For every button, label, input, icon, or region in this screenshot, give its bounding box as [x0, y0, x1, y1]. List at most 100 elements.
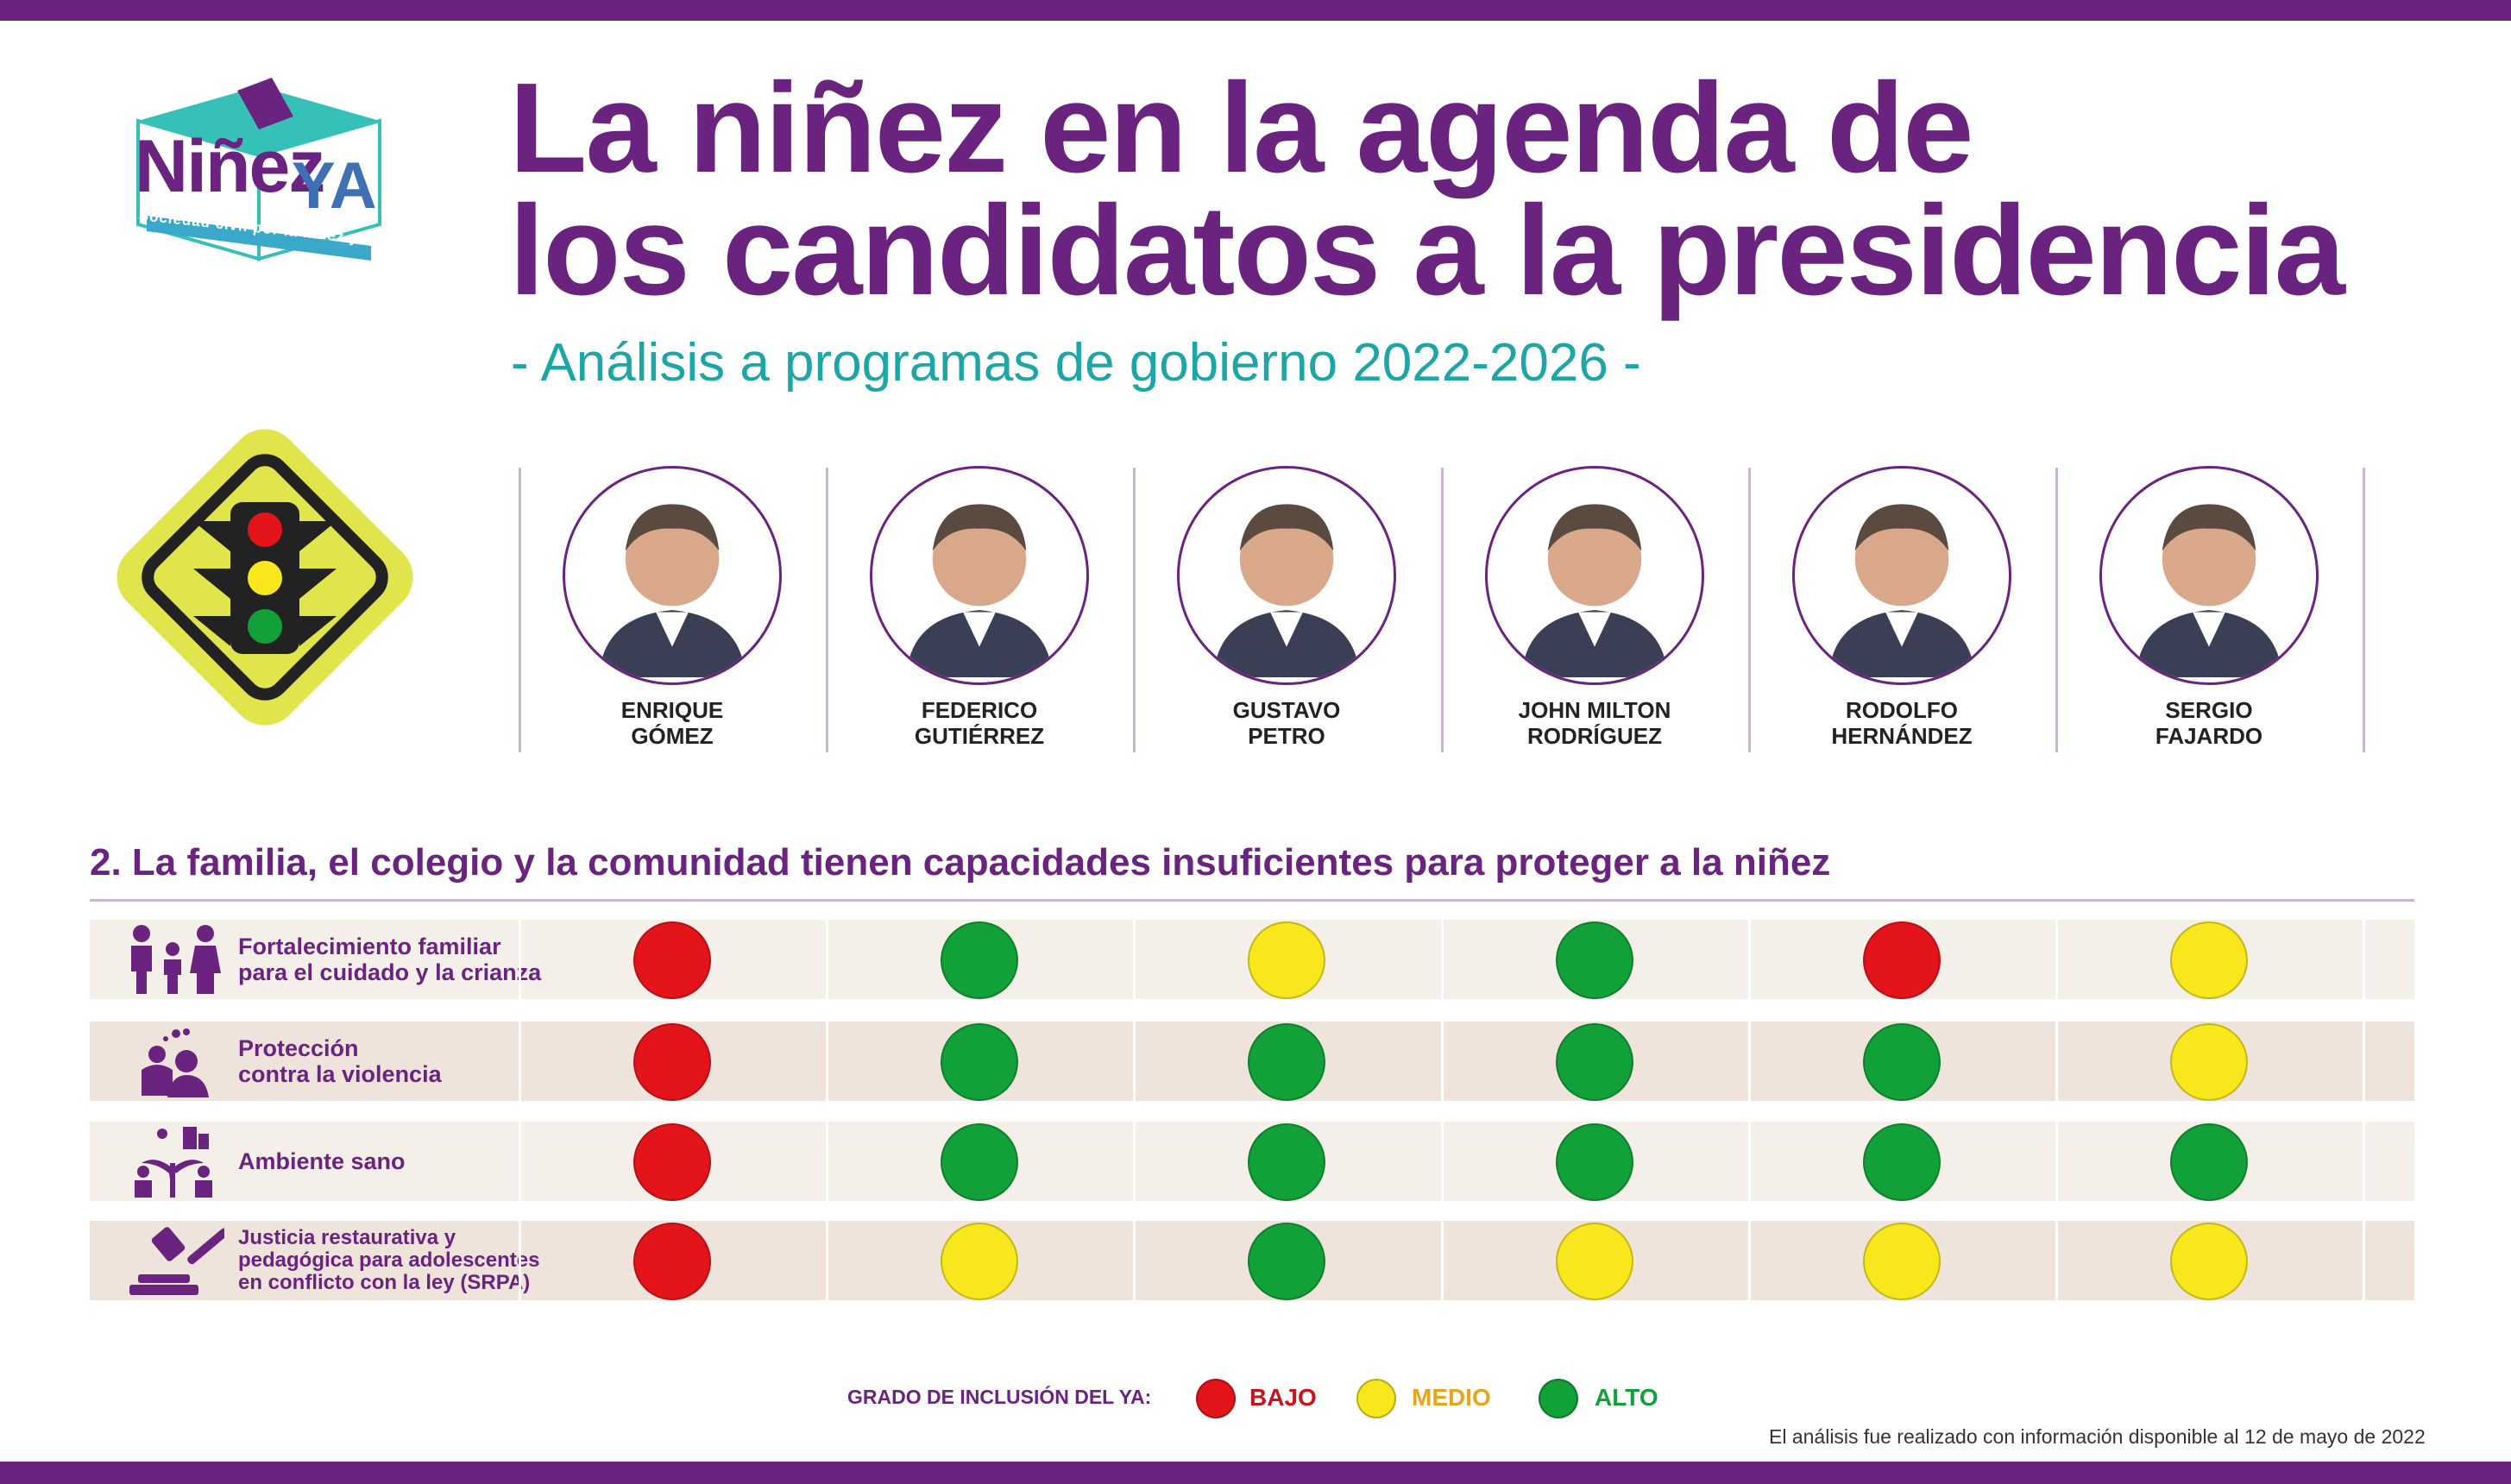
- criteria-label-line: Justicia restaurativa y: [238, 1226, 456, 1249]
- criteria-label-line: Fortalecimiento familiar: [238, 934, 501, 959]
- traffic-light-sign-icon: [97, 409, 433, 745]
- column-divider: [1748, 1022, 1751, 1101]
- rating-dot-alto: [1556, 921, 1633, 999]
- protection-icon: [123, 1025, 224, 1097]
- column-divider: [519, 1022, 521, 1101]
- column-divider: [1441, 1122, 1444, 1201]
- criteria-label: Ambiente sano: [238, 1122, 406, 1201]
- bottom-bar: [0, 1462, 2511, 1484]
- rating-dot-alto: [941, 1023, 1018, 1101]
- section-title: 2. La familia, el colegio y la comunidad…: [90, 841, 1831, 883]
- column-divider: [519, 1122, 521, 1201]
- environment-icon: [123, 1125, 224, 1198]
- rating-dot-alto: [941, 921, 1018, 999]
- column-divider: [2055, 920, 2058, 999]
- rating-dot-alto: [1248, 1223, 1325, 1300]
- criteria-label-line: pedagógica para adolescentes: [238, 1248, 540, 1272]
- criteria-row: Justicia restaurativa y pedagógica para a…: [90, 1221, 2414, 1300]
- column-divider: [2363, 1122, 2365, 1201]
- criteria-label-line: Protección: [238, 1035, 359, 1061]
- candidate-1: FEDERICO GUTIÉRREZ: [826, 466, 1133, 749]
- legend-text-medio: MEDIO: [1412, 1384, 1491, 1411]
- candidate-photo: [563, 466, 782, 685]
- column-divider: [2055, 1022, 2058, 1101]
- candidate-photo: [2099, 466, 2319, 685]
- criteria-label-line: Ambiente sano: [238, 1148, 406, 1174]
- rating-dot-medio: [2170, 1023, 2248, 1101]
- column-divider: [826, 1122, 828, 1201]
- candidate-name-line2: FAJARDO: [2155, 723, 2263, 749]
- legend-label: GRADO DE INCLUSIÓN DEL YA:: [847, 1386, 1152, 1408]
- candidate-name-line1: GUSTAVO: [1232, 697, 1341, 723]
- column-divider: [2363, 1221, 2365, 1300]
- header-divider: [826, 468, 828, 752]
- footnote: El análisis fue realizado con informació…: [1769, 1425, 2426, 1448]
- candidate-name: GUSTAVO PETRO: [1133, 697, 1440, 749]
- criteria-label: Fortalecimiento familiar para el cuidado …: [238, 920, 541, 999]
- rating-dot-alto: [1863, 1023, 1941, 1101]
- logo-ya: YA: [292, 149, 377, 223]
- ninez-ya-logo: Niñez YA Sociedad civil por la niñez y l…: [129, 69, 485, 267]
- criteria-label-line: en conflicto con la ley (SRPA): [238, 1271, 531, 1294]
- rating-dot-medio: [2170, 1223, 2248, 1300]
- ballot-box-icon: [136, 78, 381, 261]
- candidate-0: ENRIQUE GÓMEZ: [519, 466, 826, 749]
- header-divider: [1748, 468, 1751, 752]
- rating-dot-bajo: [633, 1123, 711, 1201]
- candidate-photo: [1792, 466, 2011, 685]
- candidate-name-line1: SERGIO: [2165, 697, 2253, 723]
- criteria-label: Justicia restaurativa y pedagógica para a…: [238, 1221, 539, 1300]
- candidate-name-line1: FEDERICO: [921, 697, 1038, 723]
- candidate-name-line2: HERNÁNDEZ: [1831, 723, 1973, 749]
- legend-text-alto: ALTO: [1595, 1384, 1658, 1411]
- column-divider: [826, 1221, 828, 1300]
- legend-dot-alto: [1539, 1379, 1578, 1418]
- rating-dot-alto: [1556, 1123, 1633, 1201]
- rating-dot-medio: [2170, 921, 2248, 999]
- column-divider: [826, 920, 828, 999]
- column-divider: [2363, 920, 2365, 999]
- rating-dot-alto: [1248, 1123, 1325, 1201]
- column-divider: [1133, 1122, 1136, 1201]
- column-divider: [1441, 1022, 1444, 1101]
- rating-dot-alto: [1556, 1023, 1633, 1101]
- gavel-icon: [123, 1224, 229, 1297]
- family-icon: [123, 923, 224, 996]
- legend-text-bajo: BAJO: [1249, 1384, 1317, 1411]
- legend-dot-bajo: [1196, 1379, 1236, 1418]
- candidate-name-line1: RODOLFO: [1846, 697, 1958, 723]
- candidate-name-line2: PETRO: [1248, 723, 1325, 749]
- header-divider: [1133, 468, 1136, 752]
- candidate-photo: [1485, 466, 1704, 685]
- title-line-2: los candidatos a la presidencia: [509, 179, 2345, 322]
- title-line-1: La niñez en la agenda de: [509, 57, 1974, 199]
- candidate-name: FEDERICO GUTIÉRREZ: [826, 697, 1133, 749]
- rating-dot-alto: [1248, 1023, 1325, 1101]
- section-rule: [90, 899, 2414, 902]
- column-divider: [1133, 920, 1136, 999]
- rating-dot-medio: [1556, 1223, 1633, 1300]
- column-divider: [1748, 1122, 1751, 1201]
- column-divider: [1748, 1221, 1751, 1300]
- rating-dot-bajo: [1863, 921, 1941, 999]
- criteria-row: Ambiente sano: [90, 1122, 2414, 1201]
- column-divider: [1133, 1022, 1136, 1101]
- candidate-name-line2: GÓMEZ: [631, 723, 714, 749]
- page-title: La niñez en la agenda de los candidatos …: [509, 57, 2494, 322]
- header-divider: [2363, 468, 2365, 752]
- rating-dot-medio: [1248, 921, 1325, 999]
- logo-word: Niñez: [135, 125, 325, 208]
- candidate-name: RODOLFO HERNÁNDEZ: [1748, 697, 2055, 749]
- candidate-name-line2: GUTIÉRREZ: [914, 723, 1045, 749]
- column-divider: [1133, 1221, 1136, 1300]
- rating-dot-bajo: [633, 1023, 711, 1101]
- candidate-name: JOHN MILTON RODRÍGUEZ: [1441, 697, 1748, 749]
- header-divider: [519, 468, 521, 752]
- candidate-2: GUSTAVO PETRO: [1133, 466, 1440, 749]
- top-bar: [0, 0, 2511, 21]
- column-divider: [2055, 1122, 2058, 1201]
- candidate-name-line1: ENRIQUE: [620, 697, 724, 723]
- rating-dot-alto: [941, 1123, 1018, 1201]
- column-divider: [1441, 1221, 1444, 1300]
- rating-dot-medio: [1863, 1223, 1941, 1300]
